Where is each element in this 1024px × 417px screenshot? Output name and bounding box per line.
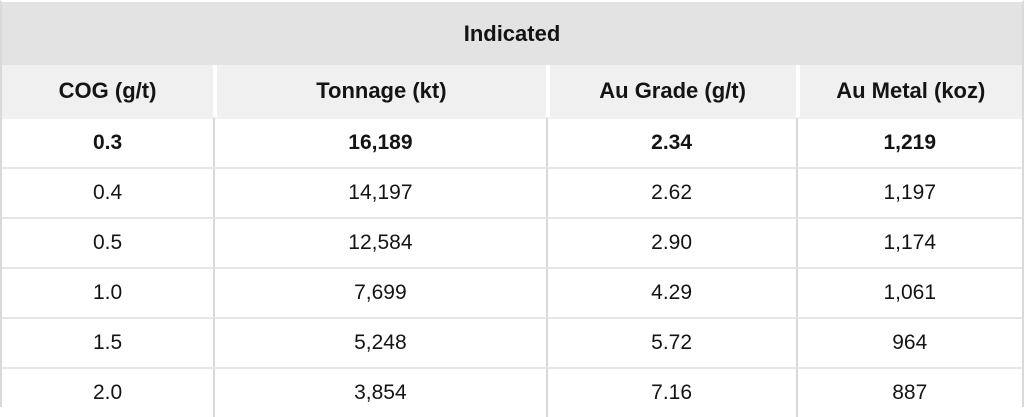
cell-cog: 2.0 xyxy=(2,367,214,417)
cell-tonnage: 16,189 xyxy=(213,117,546,167)
cell-cog: 1.0 xyxy=(2,267,214,317)
table-row: 1.5 5,248 5.72 964 xyxy=(2,317,1022,367)
cell-au-metal: 964 xyxy=(795,317,1022,367)
table-row: 0.5 12,584 2.90 1,174 xyxy=(2,217,1022,267)
cell-au-grade: 2.62 xyxy=(545,167,796,217)
title-row: Indicated xyxy=(2,2,1022,65)
table-row: 0.3 16,189 2.34 1,219 xyxy=(2,117,1022,167)
column-header-row: COG (g/t) Tonnage (kt) Au Grade (g/t) Au… xyxy=(2,65,1022,117)
cell-cog: 0.3 xyxy=(2,117,214,167)
table-row: 0.4 14,197 2.62 1,197 xyxy=(2,167,1022,217)
column-header-au-grade: Au Grade (g/t) xyxy=(545,65,796,117)
cell-cog: 1.5 xyxy=(2,317,214,367)
cell-tonnage: 3,854 xyxy=(213,367,546,417)
cell-au-grade: 4.29 xyxy=(545,267,796,317)
table-title: Indicated xyxy=(2,2,1022,65)
cell-tonnage: 5,248 xyxy=(213,317,546,367)
cell-tonnage: 14,197 xyxy=(213,167,546,217)
cell-au-metal: 1,061 xyxy=(795,267,1022,317)
cell-cog: 0.4 xyxy=(2,167,214,217)
cell-au-grade: 5.72 xyxy=(545,317,796,367)
column-header-tonnage: Tonnage (kt) xyxy=(213,65,546,117)
cell-au-metal: 887 xyxy=(795,367,1022,417)
cell-au-grade: 2.34 xyxy=(545,117,796,167)
table-row: 2.0 3,854 7.16 887 xyxy=(2,367,1022,417)
column-header-cog: COG (g/t) xyxy=(2,65,214,117)
cell-tonnage: 12,584 xyxy=(213,217,546,267)
cell-tonnage: 7,699 xyxy=(213,267,546,317)
cell-au-grade: 2.90 xyxy=(545,217,796,267)
cell-au-grade: 7.16 xyxy=(545,367,796,417)
cell-au-metal: 1,219 xyxy=(795,117,1022,167)
table-row: 1.0 7,699 4.29 1,061 xyxy=(2,267,1022,317)
column-header-au-metal: Au Metal (koz) xyxy=(795,65,1022,117)
cell-cog: 0.5 xyxy=(2,217,214,267)
cell-au-metal: 1,174 xyxy=(795,217,1022,267)
cell-au-metal: 1,197 xyxy=(795,167,1022,217)
